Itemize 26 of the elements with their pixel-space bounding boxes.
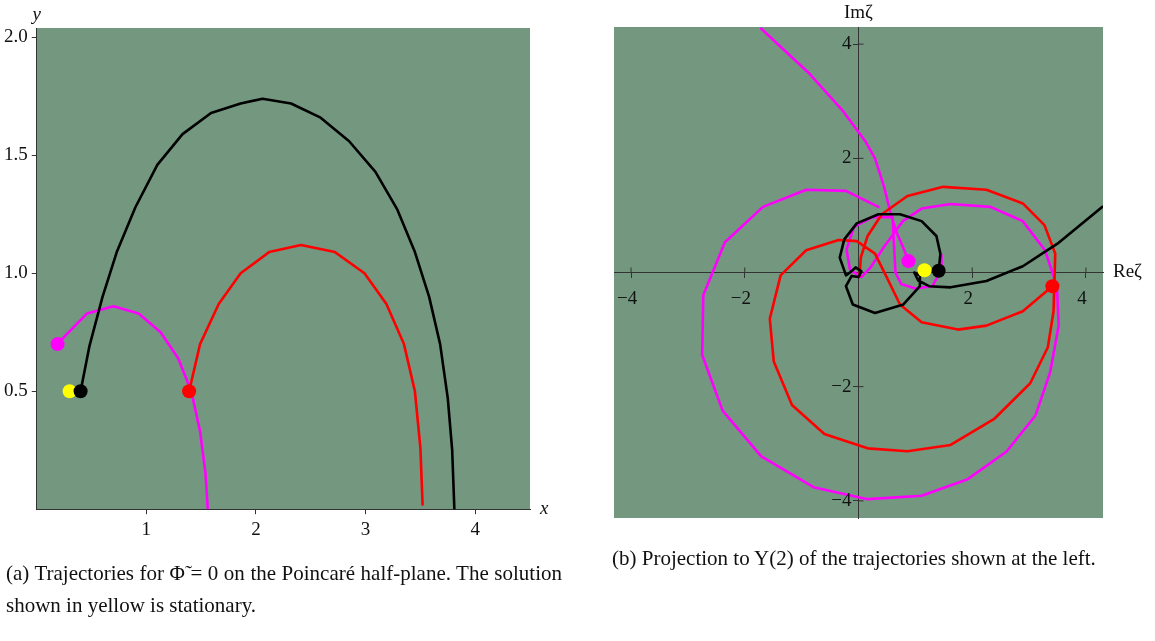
point [931, 263, 946, 278]
x-tick-label: 4 [1077, 286, 1088, 308]
y-tick-label: 0.5 [4, 379, 28, 401]
x-axis-title: Reζ [1113, 260, 1143, 282]
y-axis-title: y [30, 2, 42, 24]
x-tick-label: −2 [730, 286, 751, 308]
y-tick-label: 1.5 [4, 143, 28, 165]
text: (a) Trajectories for Φ̃ = 0 on the Poincaré half-plane. The solution shown in yellow is stationary. [6, 560, 562, 619]
x-tick-label: 4 [470, 517, 481, 539]
point [1045, 279, 1060, 294]
y-tick-label: 4 [842, 32, 852, 54]
point [917, 263, 932, 278]
x-tick-label: −4 [616, 286, 638, 308]
y-tick-label: 2.0 [4, 25, 28, 47]
text: (b) Projection to Y(2) of the trajectories shown at the left. [612, 545, 1097, 572]
point [901, 254, 916, 269]
y-tick-label: 2 [842, 146, 852, 168]
x-tick-label: 3 [360, 517, 371, 539]
x-tick-label: 1 [141, 517, 152, 539]
x-tick-label: 2 [251, 517, 261, 539]
y-axis-title: Imζ [844, 1, 874, 23]
x-axis-title: x [539, 497, 549, 519]
x-tick-label: 2 [963, 286, 973, 308]
y-tick-label: 1.0 [4, 261, 28, 283]
y-tick-label: −2 [831, 374, 852, 396]
y-tick-label: −4 [831, 488, 852, 510]
